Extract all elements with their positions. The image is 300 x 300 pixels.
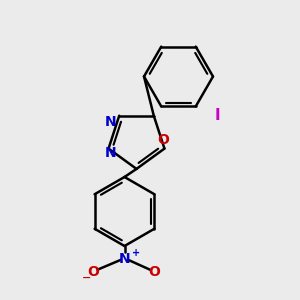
Text: N: N <box>105 146 116 160</box>
Text: O: O <box>157 133 169 146</box>
Text: N: N <box>119 252 130 266</box>
Text: +: + <box>131 248 140 259</box>
Text: I: I <box>215 108 220 123</box>
Text: O: O <box>87 265 99 279</box>
Text: −: − <box>82 273 92 283</box>
Text: O: O <box>148 265 160 279</box>
Text: N: N <box>105 115 116 129</box>
